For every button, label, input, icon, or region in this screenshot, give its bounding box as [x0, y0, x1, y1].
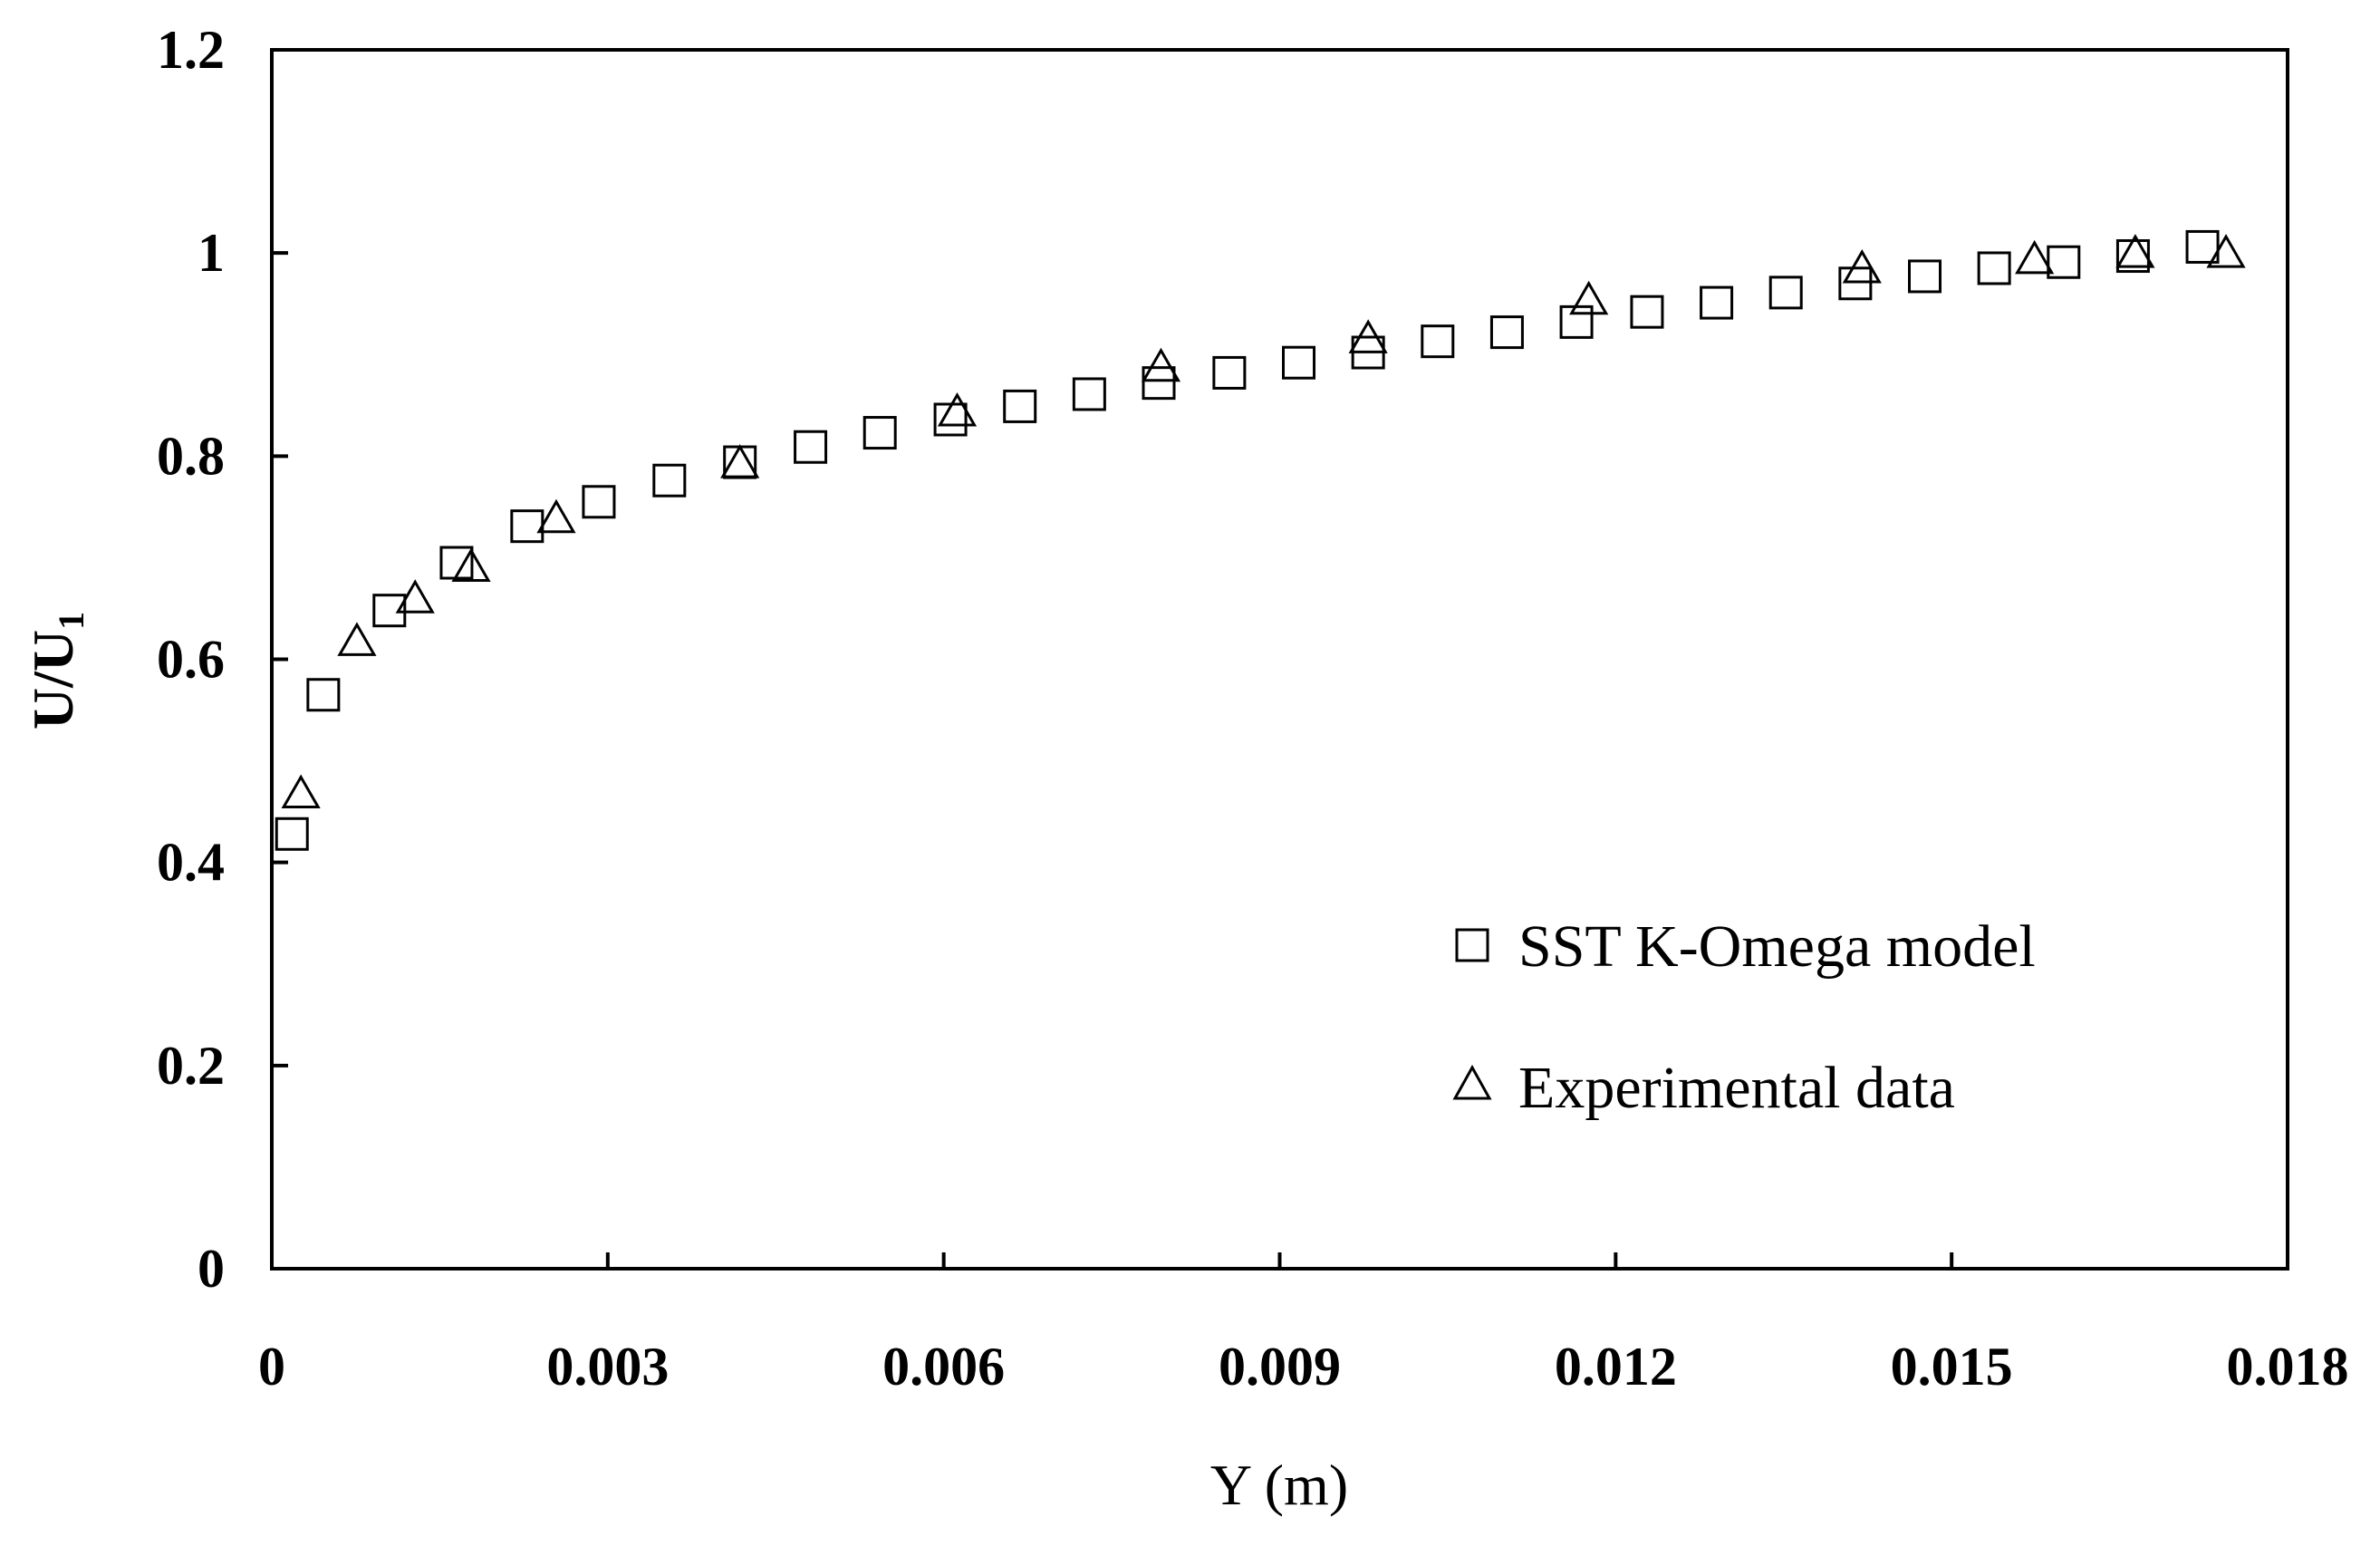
- sst-model-point: [1003, 389, 1037, 423]
- sst-model-point: [723, 445, 757, 479]
- experimental-point: [1842, 248, 1882, 284]
- x-tick-label: 0.015: [1891, 1337, 2013, 1396]
- sst-model-point: [794, 430, 828, 464]
- legend: SST K-Omega model Experimental data: [1452, 913, 2036, 1121]
- experimental-point: [337, 622, 377, 656]
- y-axis-title: U/U1: [21, 612, 92, 730]
- experimental-point: [451, 547, 491, 583]
- x-axis-title: Y (m): [1210, 1453, 1348, 1517]
- sst-model-point: [1630, 295, 1664, 329]
- sst-model-point: [372, 594, 407, 628]
- experimental-point: [937, 392, 978, 427]
- x-tick-label: 0.018: [2227, 1337, 2349, 1396]
- legend-triangle-marker: [1452, 1064, 1492, 1100]
- experimental-point: [281, 774, 321, 808]
- y-tick-label: 0.8: [157, 426, 225, 486]
- sst-model-point: [510, 509, 544, 544]
- experimental-point: [1569, 280, 1609, 315]
- sst-model-point: [1838, 266, 1873, 301]
- x-tick-label: 0: [258, 1337, 285, 1396]
- legend-square-marker: [1455, 928, 1489, 962]
- sst-model-point: [652, 463, 687, 498]
- x-tick-label: 0.009: [1219, 1337, 1341, 1396]
- y-tick-label: 1: [198, 223, 225, 283]
- legend-label-experimental: Experimental data: [1518, 1055, 1955, 1121]
- sst-model-point: [1908, 259, 1942, 294]
- experimental-point: [2206, 234, 2246, 268]
- x-tick-label: 0.006: [882, 1337, 1005, 1396]
- sst-model-point: [306, 678, 341, 712]
- y-tick-label: 0: [198, 1239, 225, 1299]
- x-tick-label: 0.003: [546, 1337, 669, 1396]
- experimental-point: [1348, 319, 1388, 353]
- sst-model-point: [582, 485, 616, 519]
- data-points: [275, 229, 2246, 851]
- legend-item-sst: SST K-Omega model: [1455, 913, 2036, 980]
- sst-model-point: [1072, 377, 1106, 411]
- y-tick-label: 1.2: [157, 20, 225, 80]
- sst-model-point: [1142, 366, 1176, 401]
- experimental-point: [1141, 347, 1181, 382]
- sst-model-point: [1559, 304, 1594, 339]
- y-axis-title-subscript: 1: [51, 612, 92, 630]
- sst-model-point: [1768, 275, 1803, 310]
- sst-model-point: [862, 416, 897, 450]
- y-tick-label: 0.2: [157, 1036, 225, 1096]
- experimental-point: [720, 444, 760, 478]
- sst-model-point: [1212, 355, 1247, 390]
- legend-label-sst: SST K-Omega model: [1518, 913, 2036, 980]
- svg-text:U/U1: U/U1: [21, 612, 92, 730]
- y-tick-label: 0.6: [157, 630, 225, 690]
- sst-model-point: [1489, 315, 1524, 350]
- sst-model-point: [1421, 324, 1455, 359]
- x-axis-ticks: 0 0.003 0.006 0.009 0.012 0.015 0.018: [258, 1252, 2349, 1396]
- sst-model-point: [2185, 229, 2220, 264]
- y-axis-ticks: 0 0.2 0.4 0.6 0.8 1 1.2: [157, 20, 288, 1299]
- sst-model-point: [275, 816, 309, 851]
- legend-item-experimental: Experimental data: [1452, 1055, 1955, 1121]
- x-tick-label: 0.012: [1555, 1337, 1677, 1396]
- experimental-point: [2015, 239, 2055, 275]
- y-tick-label: 0.4: [157, 833, 225, 893]
- sst-model-point: [1282, 345, 1316, 380]
- experimental-point: [395, 579, 435, 614]
- sst-model-point: [1977, 251, 2011, 285]
- sst-model-point: [1700, 285, 1734, 320]
- y-axis-title-main: U/U: [21, 630, 85, 730]
- experimental-point: [2115, 234, 2155, 268]
- experimental-point: [536, 498, 576, 534]
- sst-model-point: [2047, 245, 2081, 279]
- plot-area-frame: [270, 48, 2289, 1271]
